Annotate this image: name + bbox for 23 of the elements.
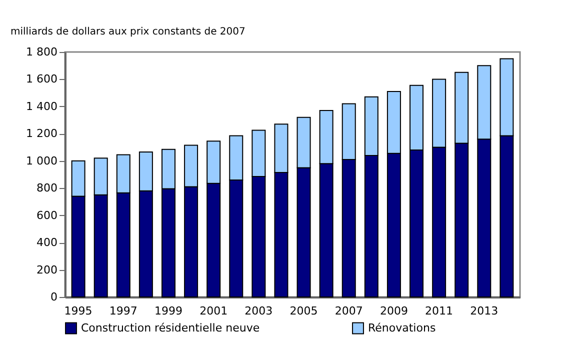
y-tick-label: 600 xyxy=(36,208,58,222)
y-tick-label: 1 800 xyxy=(26,46,58,58)
x-tick-label: 2011 xyxy=(425,304,454,318)
x-tick-label: 2005 xyxy=(290,304,318,318)
y-axis-title: milliards de dollars aux prix constants de 2007 xyxy=(10,26,246,38)
x-tick-label: 1997 xyxy=(109,304,138,318)
x-tick-label: 2007 xyxy=(334,304,363,318)
x-tick-label: 1995 xyxy=(64,304,92,318)
y-tick-label: 1 400 xyxy=(26,100,58,113)
x-tick-label: 2013 xyxy=(470,304,498,318)
x-tick-label: 2001 xyxy=(200,304,228,318)
legend-label: Construction résidentielle neuve xyxy=(81,321,260,334)
y-tick-label: 400 xyxy=(36,236,58,250)
x-tick-label: 2009 xyxy=(380,304,408,318)
x-tick-label: 2003 xyxy=(244,304,273,318)
legend-label: Rénovations xyxy=(368,321,436,334)
y-tick-label: 1 200 xyxy=(26,127,58,140)
y-tick-label: 0 xyxy=(50,290,58,304)
y-tick-label: 800 xyxy=(36,182,58,195)
y-tick-label: 200 xyxy=(36,263,58,276)
y-tick-label: 1 600 xyxy=(26,72,58,86)
y-tick-label: 1 000 xyxy=(26,154,58,168)
x-tick-label: 1999 xyxy=(154,304,182,318)
